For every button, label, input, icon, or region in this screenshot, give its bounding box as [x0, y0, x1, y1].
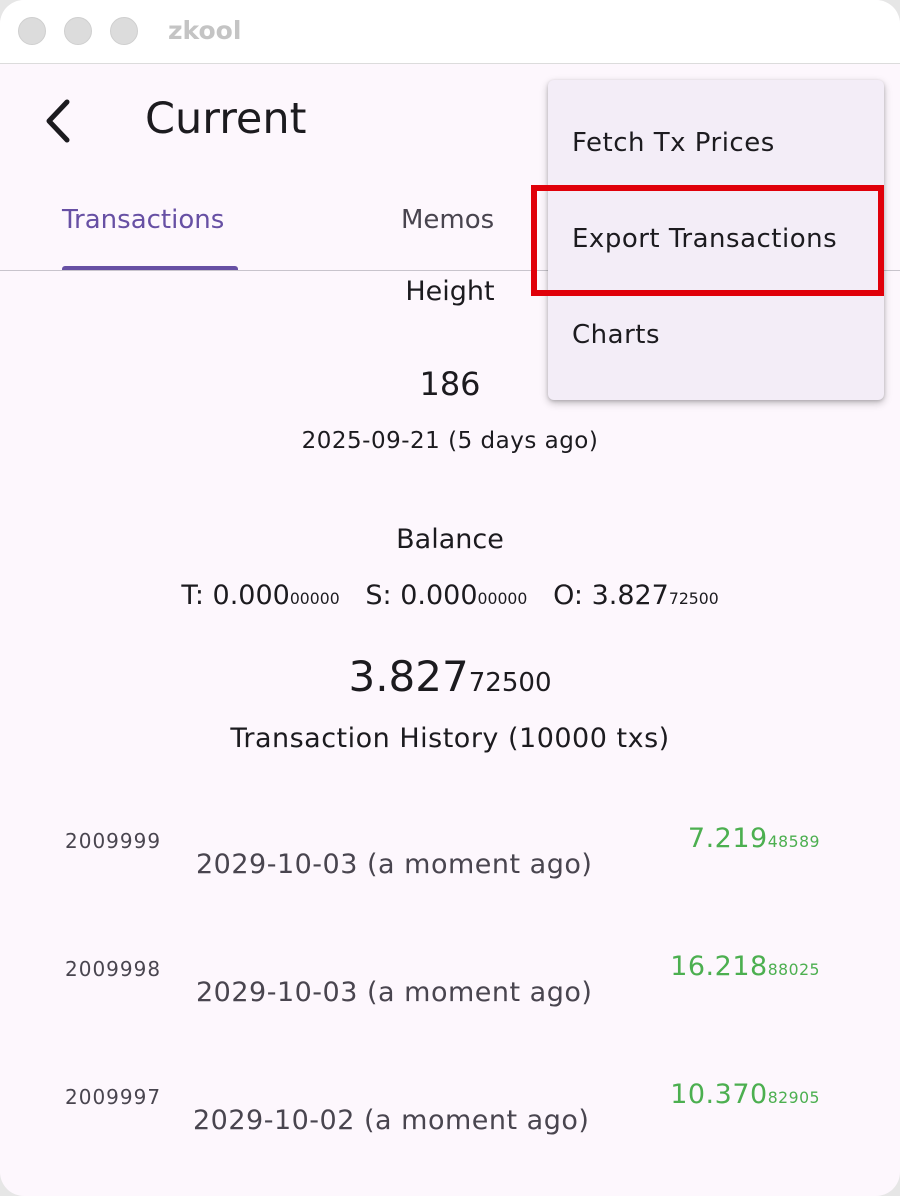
chevron-left-icon — [46, 99, 70, 143]
title-bar: zkool — [0, 0, 900, 64]
tx-date: 2029-10-03 (a moment ago) — [196, 849, 593, 880]
active-tab-indicator — [62, 266, 238, 271]
tx-date: 2029-10-03 (a moment ago) — [196, 977, 593, 1008]
height-date: 2025-09-21 (5 days ago) — [301, 428, 599, 454]
tx-date: 2029-10-02 (a moment ago) — [193, 1105, 590, 1136]
minimize-window-button[interactable] — [64, 17, 92, 45]
history-title: Transaction History (10000 txs) — [230, 723, 670, 754]
highlight-box — [531, 185, 884, 296]
tab-divider — [0, 270, 900, 271]
back-button[interactable] — [30, 92, 86, 150]
menu-item-export-transactions[interactable]: Export Transactions — [572, 224, 838, 254]
menu-item-charts[interactable]: Charts — [572, 320, 660, 350]
page-title: Current — [145, 94, 307, 144]
tx-amount: 10.37082905 — [670, 1079, 820, 1110]
tx-height: 2009999 — [65, 829, 162, 853]
overflow-menu: Fetch Tx Prices Export Transactions Char… — [548, 80, 884, 400]
height-value: 186 — [419, 365, 481, 403]
zoom-window-button[interactable] — [110, 17, 138, 45]
height-label: Height — [405, 276, 495, 307]
tab-transactions[interactable]: Transactions — [62, 205, 225, 235]
tx-height: 2009997 — [65, 1085, 162, 1109]
tx-height: 2009998 — [65, 957, 162, 981]
orchard-balance: O: 3.82772500 — [553, 580, 719, 611]
tab-memos[interactable]: Memos — [401, 205, 495, 235]
balance-breakdown: T: 0.00000000 S: 0.00000000 O: 3.8277250… — [0, 580, 900, 611]
transparent-balance: T: 0.00000000 — [181, 580, 340, 611]
balance-label: Balance — [396, 524, 504, 555]
total-balance: 3.82772500 — [348, 652, 552, 701]
tx-amount: 7.21948589 — [687, 823, 820, 854]
tx-amount: 16.21888025 — [670, 951, 820, 982]
menu-item-fetch-tx-prices[interactable]: Fetch Tx Prices — [572, 128, 775, 158]
close-window-button[interactable] — [18, 17, 46, 45]
window-title: zkool — [168, 16, 242, 45]
sapling-balance: S: 0.00000000 — [365, 580, 528, 611]
